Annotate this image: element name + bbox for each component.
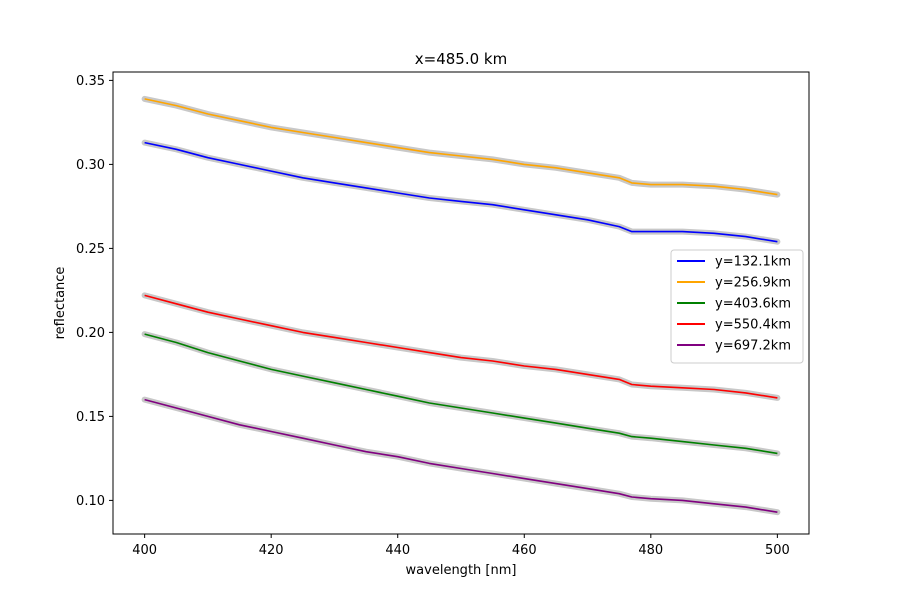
y-axis-label: reflectance xyxy=(53,267,68,340)
series-line-4 xyxy=(144,294,778,399)
series-lines xyxy=(144,98,778,513)
y-tick-label: 0.25 xyxy=(76,242,105,257)
legend-label-1: y=132.1km xyxy=(715,255,791,270)
x-tick-label: 480 xyxy=(638,543,663,558)
x-tick-label: 460 xyxy=(512,543,537,558)
legend-label-5: y=697.2km xyxy=(715,339,791,354)
y-tick-label: 0.15 xyxy=(76,410,105,425)
y-axis-ticks: 0.10 0.15 0.20 0.25 0.30 0.35 xyxy=(76,74,113,509)
legend-box xyxy=(670,249,804,364)
y-tick-label: 0.10 xyxy=(76,494,105,509)
series-line-2 xyxy=(144,98,778,196)
legend-label-4: y=550.4km xyxy=(715,318,791,333)
y-tick-label: 0.30 xyxy=(76,158,105,173)
plot-frame xyxy=(112,71,810,535)
y-tick-label: 0.20 xyxy=(76,326,105,341)
y-tick-label: 0.35 xyxy=(76,74,105,89)
legend-label-2: y=256.9km xyxy=(715,276,791,291)
series-line-3 xyxy=(144,333,778,455)
series-line-1 xyxy=(144,141,778,243)
legend: y=132.1km y=256.9km y=403.6km y=550.4km y=69… xyxy=(670,249,804,364)
x-tick-label: 500 xyxy=(765,543,790,558)
x-tick-label: 400 xyxy=(132,543,157,558)
x-tick-label: 440 xyxy=(385,543,410,558)
x-axis-label: wavelength [nm] xyxy=(406,563,517,578)
series-line-5 xyxy=(144,398,778,513)
legend-label-3: y=403.6km xyxy=(715,297,791,312)
x-axis-ticks: 400 420 440 460 480 500 xyxy=(132,534,790,558)
x-tick-label: 420 xyxy=(259,543,284,558)
chart-title: x=485.0 km xyxy=(415,50,507,68)
